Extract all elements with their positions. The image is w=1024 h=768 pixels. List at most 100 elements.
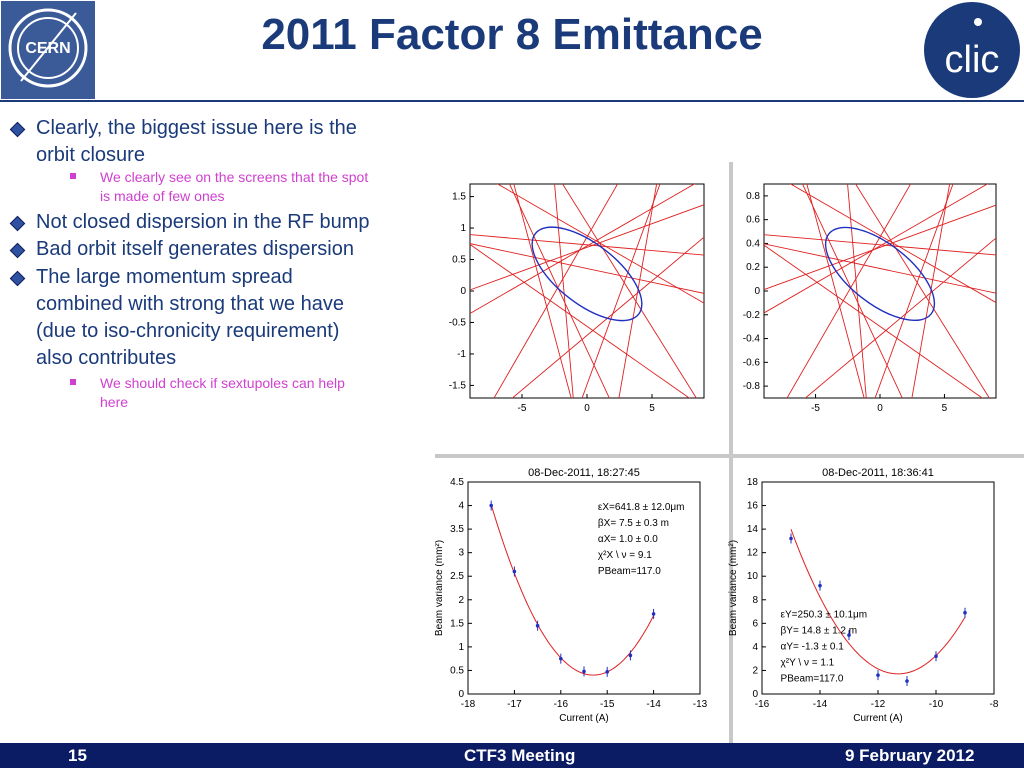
data-point <box>818 583 822 588</box>
cern-logo: CERN <box>1 1 95 99</box>
data-point <box>876 673 880 677</box>
measurement-line <box>911 184 951 398</box>
measurement-line <box>786 184 912 398</box>
phase-space-y-frame <box>763 183 997 399</box>
fit-annotation: χ²Y \ ν = 1.1 <box>781 658 835 669</box>
measurement-line <box>470 234 704 256</box>
subbullet-text: We should check if sextupoles can help <box>100 375 345 391</box>
y-tick-label: -0.4 <box>743 334 761 345</box>
y-tick-label: 0.6 <box>746 215 760 226</box>
fit-annotation: εX=641.8 ± 12.0μm <box>598 502 685 513</box>
footer-meeting: CTF3 Meeting <box>464 746 576 765</box>
data-point <box>535 623 540 628</box>
diamond-bullet-icon <box>9 270 26 287</box>
measurement-line <box>806 184 865 398</box>
data-point <box>489 503 493 508</box>
data-point <box>651 612 656 616</box>
fit-annotation: PBeam=117.0 <box>781 674 844 685</box>
bullet-text: (due to iso-chronicity requirement) <box>36 320 340 342</box>
y-tick-label: -1 <box>457 349 466 360</box>
y-tick-label: 0 <box>752 689 758 700</box>
y-tick-label: 3.5 <box>450 524 464 535</box>
measurement-line <box>470 204 704 291</box>
square-bullet-icon <box>70 379 76 385</box>
y-tick-label: 18 <box>747 477 759 488</box>
y-tick-label: 0.4 <box>746 238 760 249</box>
measurement-line <box>493 184 619 398</box>
x-axis-label: Current (A) <box>853 713 902 724</box>
chart-title: 08-Dec-2011, 18:36:41 <box>822 467 934 479</box>
data-point <box>512 569 517 574</box>
x-tick-label: -10 <box>929 699 944 710</box>
diamond-bullet-icon <box>9 242 26 259</box>
data-point <box>605 670 609 674</box>
variance-y-frame <box>761 481 995 695</box>
y-tick-label: 2 <box>752 665 758 676</box>
y-tick-label: -0.2 <box>743 310 761 321</box>
phase-space-x-frame <box>469 183 705 399</box>
data-point <box>559 656 563 661</box>
x-tick-label: -16 <box>554 699 569 710</box>
fit-annotation: χ²X \ ν = 9.1 <box>598 550 652 561</box>
y-tick-label: 4.5 <box>450 477 464 488</box>
y-tick-label: 6 <box>752 618 758 629</box>
footer-date: 9 February 2012 <box>845 746 975 765</box>
slide-title: 2011 Factor 8 Emittance <box>261 10 763 59</box>
y-tick-label: 10 <box>747 571 759 582</box>
x-tick-label: 5 <box>649 403 655 414</box>
x-tick-label: -14 <box>813 699 828 710</box>
x-tick-label: -14 <box>646 699 661 710</box>
measurement-line <box>802 184 903 398</box>
page-number: 15 <box>68 746 87 765</box>
bullet-text: The large momentum spread <box>36 266 293 288</box>
fit-annotation: βX= 7.5 ± 0.3 m <box>598 518 669 529</box>
clic-logo-text: clic <box>945 39 1000 81</box>
fitted-ellipse <box>824 226 936 322</box>
y-tick-label: 2 <box>458 595 464 606</box>
y-tick-label: 0 <box>460 286 466 297</box>
bullet-text: Bad orbit itself generates dispersion <box>36 238 354 260</box>
y-tick-label: -0.5 <box>449 317 467 328</box>
y-tick-label: 1.5 <box>450 618 464 629</box>
fit-annotation: PBeam=117.0 <box>598 566 661 577</box>
y-tick-label: -0.6 <box>743 357 761 368</box>
subbullet-screens: We clearly see on the screens that the s… <box>70 168 368 206</box>
measurement-line <box>618 184 658 398</box>
fitted-ellipse <box>531 226 643 322</box>
y-tick-label: 0.5 <box>450 665 464 676</box>
fit-annotation: εY=250.3 ± 10.1μm <box>781 610 868 621</box>
header-divider <box>0 100 1024 102</box>
square-bullet-icon <box>70 173 76 179</box>
x-tick-label: -5 <box>518 403 527 414</box>
y-tick-label: 0.8 <box>746 191 760 202</box>
fit-curve <box>490 504 655 676</box>
data-point <box>628 653 633 658</box>
y-tick-label: 4 <box>458 501 464 512</box>
measurement-line <box>764 243 996 294</box>
data-point <box>847 633 851 637</box>
y-axis-label: Beam variance (mm²) <box>728 540 739 636</box>
x-tick-label: -8 <box>990 699 999 710</box>
y-tick-label: -0.8 <box>743 381 761 392</box>
bullet-text: combined with strong that we have <box>36 293 344 315</box>
measurement-line <box>874 184 954 398</box>
y-tick-label: 0.2 <box>746 262 760 273</box>
data-point <box>789 536 793 541</box>
y-tick-label: 0 <box>458 689 464 700</box>
x-tick-label: 5 <box>942 403 948 414</box>
measurement-line <box>509 184 610 398</box>
measurement-line <box>496 184 704 304</box>
bullet-momentum-spread: The large momentum spread combined with … <box>9 264 344 372</box>
x-tick-label: -12 <box>871 699 886 710</box>
measurement-line <box>804 237 996 398</box>
variance-x-frame <box>467 481 701 695</box>
bullet-orbit-closure: Clearly, the biggest issue here is the o… <box>9 115 357 169</box>
subbullet-text: is made of few ones <box>100 188 225 204</box>
lines-group <box>470 184 704 398</box>
bullet-text: Not closed dispersion in the RF bump <box>36 211 370 233</box>
x-tick-label: 0 <box>877 403 883 414</box>
measurement-line <box>562 184 697 398</box>
measurement-line <box>855 184 990 398</box>
y-tick-label: 12 <box>747 548 759 559</box>
x-tick-label: -15 <box>600 699 615 710</box>
